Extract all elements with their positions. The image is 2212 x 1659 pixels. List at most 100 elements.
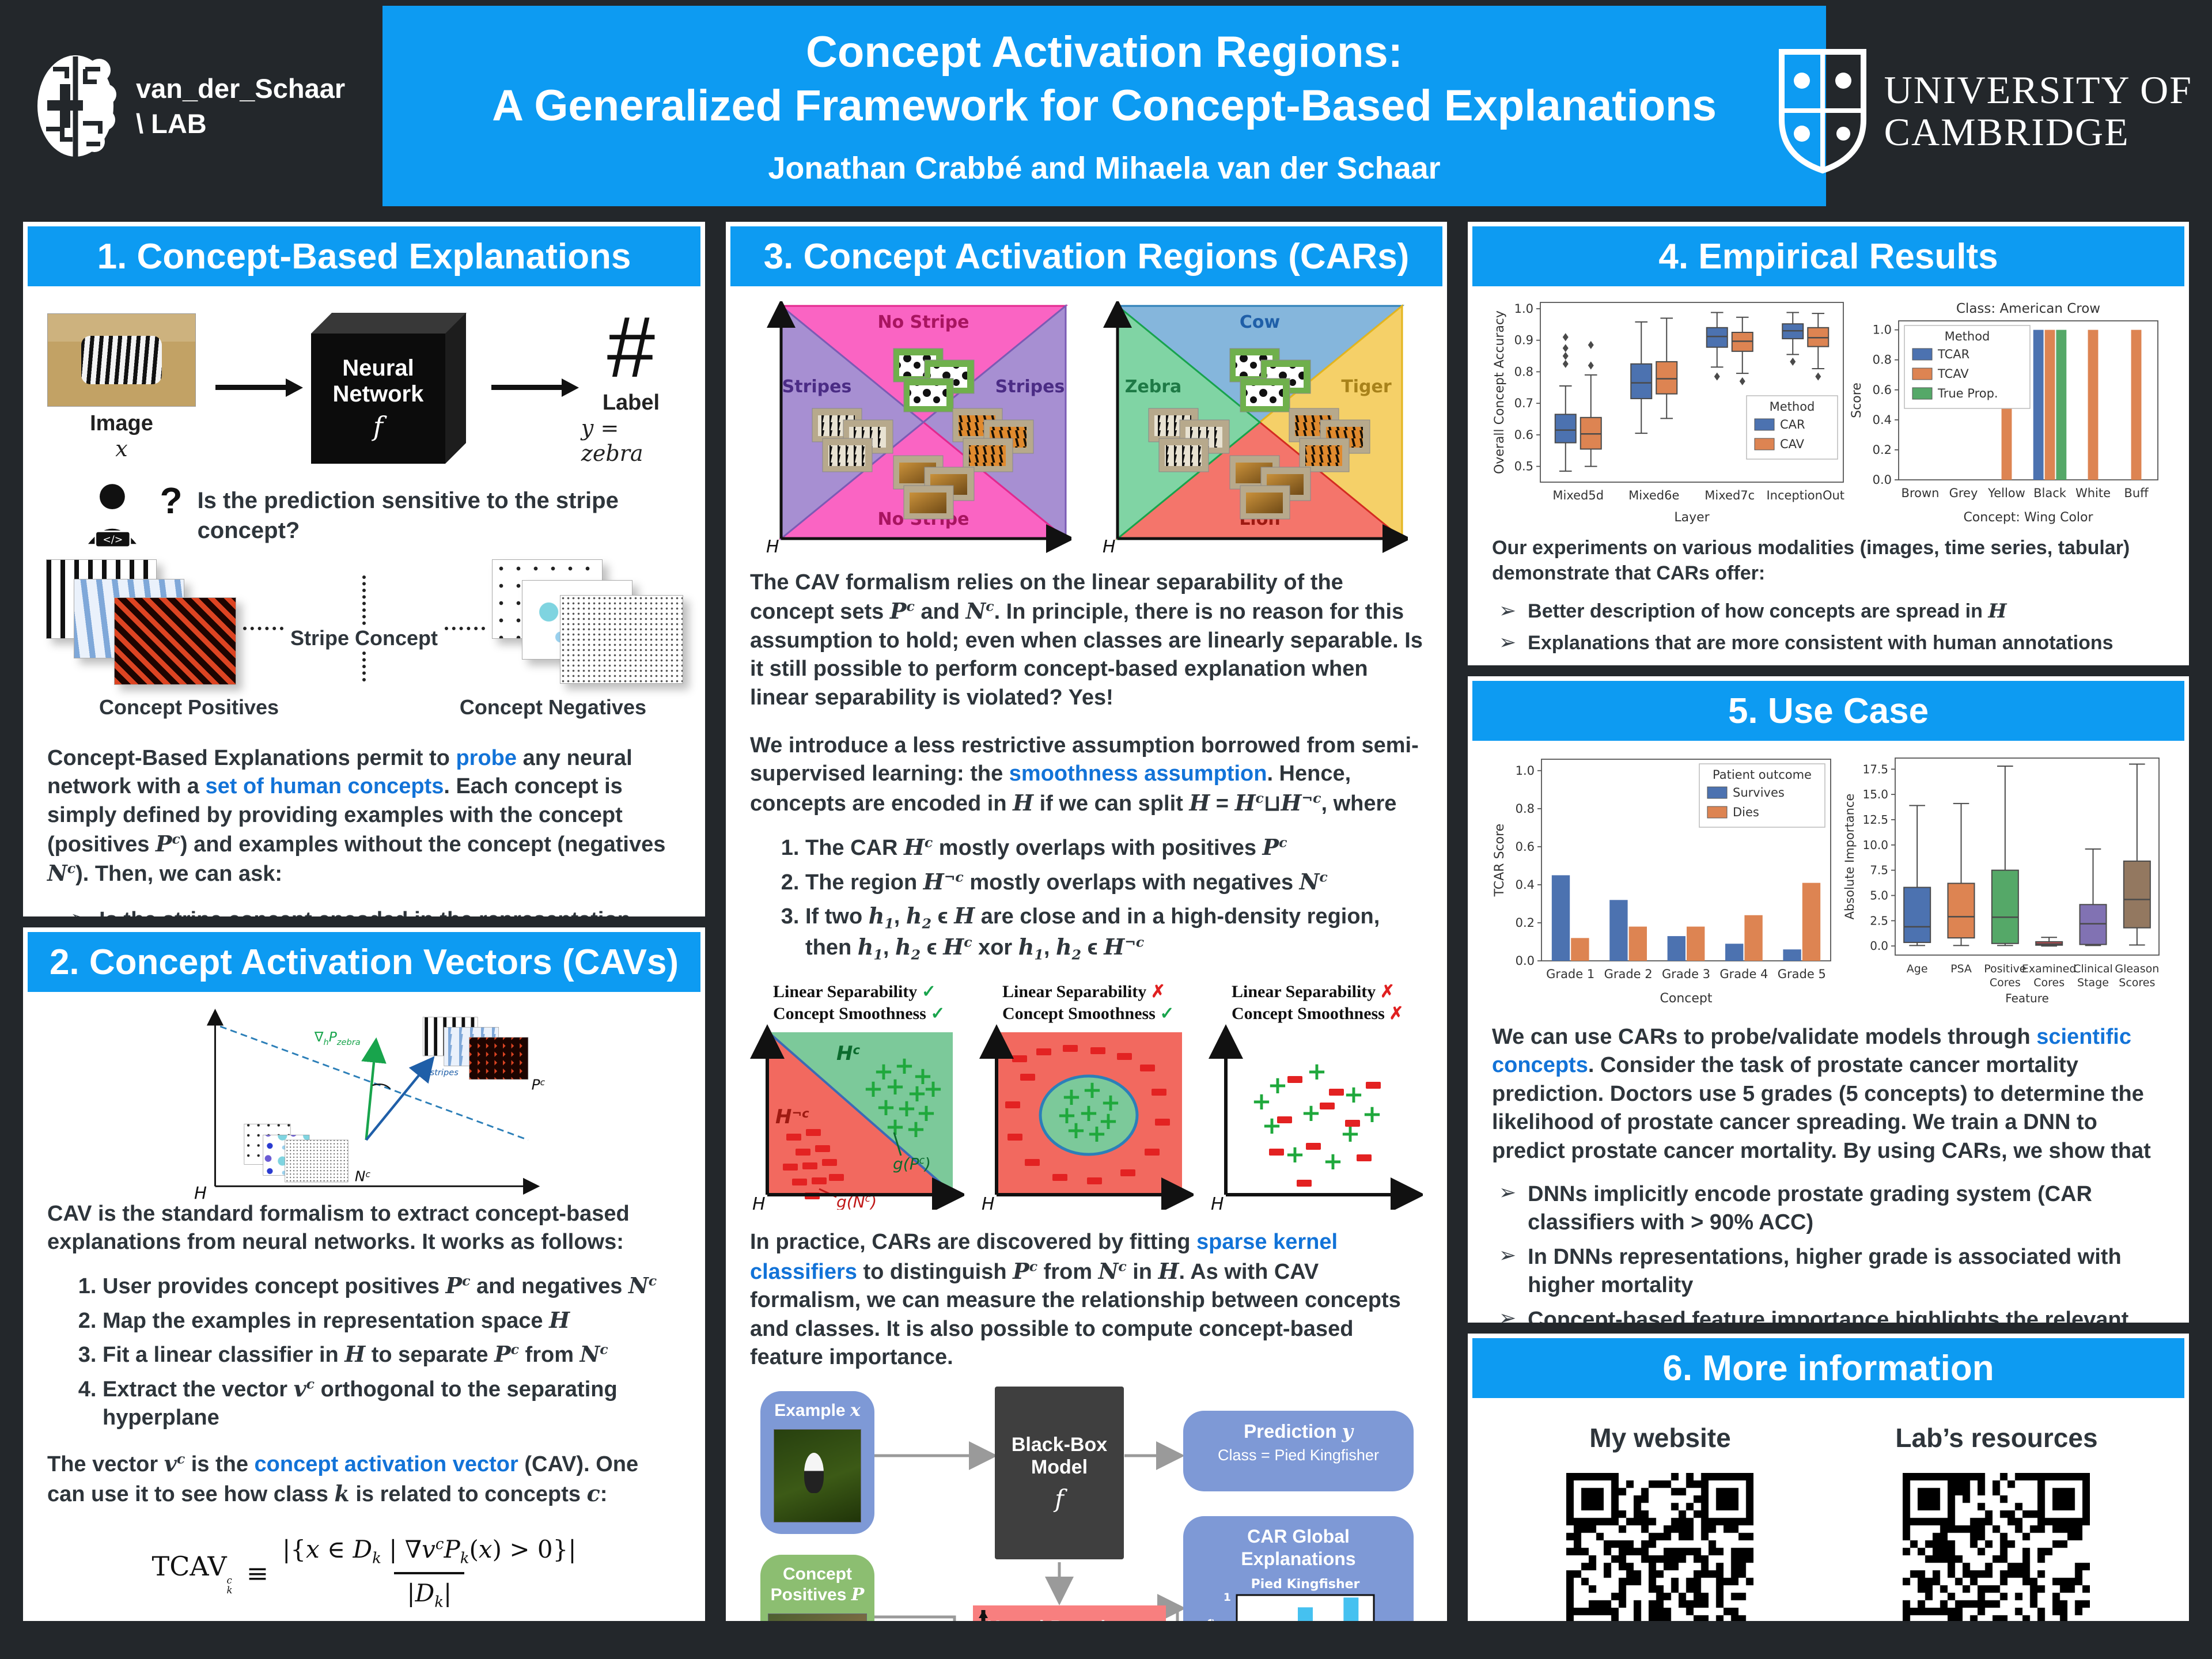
svg-text:Class: American Crow: Class: American Crow — [1956, 301, 2100, 316]
svg-text:vstripes: vstripes — [422, 1067, 459, 1084]
svg-text:2.5: 2.5 — [1870, 914, 1888, 927]
poster-title-line1: Concept Activation Regions: — [806, 28, 1403, 77]
smoothness-case-1: Linear Separability ✓ Concept Smoothness… — [750, 981, 964, 1210]
section1-questions: Is the stripe concept encoded in the rep… — [47, 906, 681, 916]
svg-text:0.6: 0.6 — [1516, 840, 1535, 854]
lab-resources-qr-cell: Lab’s resources vanderschaar-lab.com/int… — [1842, 1413, 2151, 1621]
svg-text:CAV: CAV — [1780, 437, 1805, 451]
dotted-connector — [362, 575, 366, 625]
svg-text:10.0: 10.0 — [1862, 838, 1888, 852]
section4-title: 4. Empirical Results — [1472, 226, 2184, 286]
feature-importance-boxplot: 0.0 2.5 5.0 7.5 10.0 12.5 15.0 17.5 Absolute Imp… — [1843, 757, 2160, 1005]
brain-icon — [37, 55, 116, 157]
svg-text:0.8: 0.8 — [1873, 353, 1892, 367]
svg-text:7.5: 7.5 — [1870, 863, 1888, 877]
svg-text:Grade 1: Grade 1 — [1546, 967, 1594, 981]
svg-text:Patient outcome: Patient outcome — [1713, 768, 1812, 782]
svg-text:+: + — [1098, 1107, 1118, 1135]
positive-examples-image — [768, 1613, 867, 1621]
cross-icon: ✗ — [1150, 982, 1165, 1002]
svg-text:+: + — [1362, 1100, 1382, 1128]
list-item: Feature importance that captures concept… — [1499, 661, 2165, 665]
svg-text:Mixed7c: Mixed7c — [1705, 488, 1755, 502]
cambridge-logo: UNIVERSITY OF CAMBRIDGE — [1774, 46, 2192, 176]
flow-arrows — [874, 1441, 1186, 1621]
section2-body: H Pc Nc ∇hPzebra vstripes CAV is the standar… — [23, 997, 705, 1621]
svg-text:Score: Score — [1204, 1619, 1217, 1621]
prediction-box: Prediction y Class = Pied Kingfisher — [1183, 1411, 1414, 1492]
svg-text:H: H — [1103, 537, 1116, 555]
formula-fraction: |{x ∈ Dk | ∇vcPk(x) > 0}| |Dk| — [282, 1535, 577, 1611]
svg-text:+: + — [906, 1115, 926, 1143]
poster-title-line2: A Generalized Framework for Concept-Base… — [492, 81, 1717, 130]
arrow-bullet-icon — [1499, 630, 1516, 654]
qr-row: My website jonathancrabbe.github.io Lab’… — [1492, 1413, 2165, 1621]
smoothness-case-2: Linear Separability ✗ Concept Smoothness… — [979, 981, 1194, 1210]
image-caption: Image — [90, 411, 153, 435]
section4-body: 0.5 0.6 0.7 0.8 0.9 1.0 Overall Concept Accura… — [1468, 291, 2189, 665]
section4-p: Our experiments on various modalities (i… — [1492, 537, 2130, 585]
svg-text:15.0: 15.0 — [1862, 787, 1888, 801]
svg-text:H: H — [766, 537, 779, 555]
svg-text:+: + — [1267, 1071, 1287, 1099]
section5-body: 0.0 0.2 0.4 0.6 0.8 1.0 TCAR Score Grade 1 Grade… — [1468, 745, 2189, 1323]
svg-text:Dies: Dies — [1733, 805, 1759, 819]
dotted-connector — [445, 627, 486, 630]
svg-text:PSA: PSA — [1950, 963, 1972, 975]
svg-text:+: + — [1100, 1088, 1120, 1116]
svg-text:No Stripe: No Stripe — [877, 312, 969, 332]
column-middle: 3. Concept Activation Regions (CARs) H No… — [726, 222, 1447, 1621]
stripe-concept-label: Stripe Concept — [290, 626, 438, 650]
image-variable: x — [115, 435, 128, 461]
svg-text:Survives: Survives — [1733, 786, 1785, 800]
concept-positives-caption: Concept Positives — [99, 695, 279, 719]
mixed-concepts-plot: + +++ +++ +++H — [1209, 1024, 1423, 1210]
lab-name: van_der_Schaar \ LAB — [136, 71, 345, 141]
svg-text:+: + — [1061, 1082, 1081, 1111]
svg-text:Black: Black — [2033, 486, 2067, 500]
svg-text:+: + — [885, 1072, 905, 1100]
svg-text:+: + — [1285, 1140, 1305, 1168]
svg-text:+: + — [896, 1094, 916, 1122]
svg-text:g(Pc): g(Pc) — [893, 1154, 931, 1173]
svg-text:0.6: 0.6 — [1873, 383, 1892, 397]
american-crow-bar-chart: Class: American Crow 0.0 0.2 0.4 0.6 0.8 1.0 Sc… — [1850, 301, 2158, 525]
black-box-model: Black-Box Model f — [995, 1387, 1124, 1560]
list-item: Explanations that are more consistent wi… — [1499, 630, 2165, 656]
svg-text:CAR: CAR — [1780, 418, 1805, 431]
cambridge-line1: UNIVERSITY OF — [1884, 67, 2192, 112]
svg-text:1.0: 1.0 — [1514, 302, 1533, 316]
concept-negatives-stack — [492, 559, 684, 698]
hash-icon: # — [607, 298, 656, 395]
section-more-information: 6. More information My website jonathanc… — [1468, 1334, 2189, 1621]
check-icon: ✓ — [1160, 1003, 1175, 1023]
svg-text:True Prop.: True Prop. — [1937, 387, 1998, 400]
svg-text:+: + — [1251, 1087, 1271, 1115]
smoothness-case-3: Linear Separability ✗ Concept Smoothness… — [1209, 981, 1423, 1210]
svg-text:+: + — [1078, 1099, 1099, 1127]
svg-text:Brown: Brown — [1902, 486, 1940, 500]
kernel-classifier-panel: Kernel-Based ConceptClassifier — [973, 1605, 1166, 1621]
svg-text:17.5: 17.5 — [1862, 762, 1888, 776]
stripe-pattern-tile — [113, 597, 236, 685]
svg-text:Gleason: Gleason — [2115, 963, 2159, 975]
svg-text:+: + — [923, 1074, 943, 1103]
svg-text:0.2: 0.2 — [1516, 916, 1535, 930]
section2-title: 2. Concept Activation Vectors (CAVs) — [28, 932, 700, 992]
dotted-connector — [243, 627, 283, 630]
svg-text:H: H — [1211, 1194, 1224, 1210]
breast-color-mini-chart: Pied Kingfisher10ScoreYellowBlackWhiteBr… — [1204, 1577, 1375, 1621]
lab-resources-heading: Lab’s resources — [1895, 1423, 2098, 1453]
svg-text:1: 1 — [1224, 1591, 1231, 1604]
section4-charts: 0.5 0.6 0.7 0.8 0.9 1.0 Overall Concept Accura… — [1492, 296, 2165, 527]
svg-text:∇hPzebra: ∇hPzebra — [314, 1029, 361, 1047]
section2-outro: The vector vc is the concept activation … — [47, 1450, 639, 1506]
svg-text:+: + — [1301, 1099, 1321, 1127]
svg-text:Concept: Concept — [1660, 991, 1713, 1006]
svg-text:InceptionOut: InceptionOut — [1766, 488, 1844, 502]
section5-bullets: DNNs implicitly encode prostate grading … — [1492, 1180, 2165, 1323]
svg-text:+: + — [1343, 1080, 1363, 1108]
poster-columns: 1. Concept-Based Explanations Image x Ne… — [23, 222, 2189, 1621]
smoothness-examples: Linear Separability ✓ Concept Smoothness… — [750, 981, 1423, 1210]
